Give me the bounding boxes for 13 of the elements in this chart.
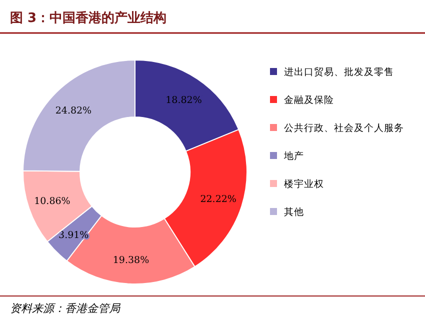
chart-title: 图 3：中国香港的产业结构 [10, 10, 167, 26]
data-label: 18.82% [166, 94, 202, 106]
data-label: 19.38% [112, 254, 150, 266]
legend-label: 其他 [284, 206, 304, 218]
legend-label: 地产 [283, 150, 304, 162]
data-label: 24.82% [55, 105, 92, 116]
data-label: 22.22% [200, 194, 236, 206]
text: 资料来源：香港金管局 [10, 302, 121, 315]
legend-label: 金融及保险 [284, 94, 334, 106]
legend-label: 进出口贸易、批发及零售 [284, 66, 394, 78]
data-label: 10.86% [34, 196, 70, 207]
legend-label: 公共行政、社会及个人服务 [284, 122, 404, 134]
legend-label: 楼宇业权 [284, 178, 324, 190]
